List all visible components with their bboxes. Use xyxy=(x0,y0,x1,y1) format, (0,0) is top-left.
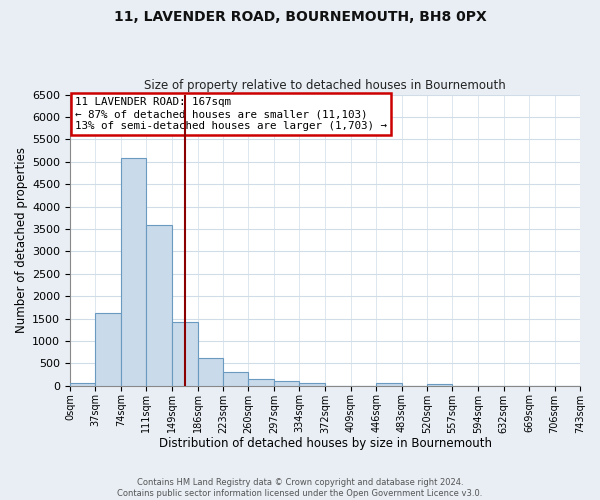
Bar xyxy=(70,384,95,386)
Bar xyxy=(95,313,121,386)
Bar xyxy=(172,322,197,386)
Text: 11 LAVENDER ROAD: 167sqm
← 87% of detached houses are smaller (11,103)
13% of se: 11 LAVENDER ROAD: 167sqm ← 87% of detach… xyxy=(75,98,387,130)
Bar xyxy=(248,379,274,386)
Bar xyxy=(376,384,401,386)
Bar xyxy=(427,384,452,386)
Bar xyxy=(274,381,299,386)
Bar xyxy=(146,226,172,386)
Bar xyxy=(197,358,223,386)
Text: Contains HM Land Registry data © Crown copyright and database right 2024.
Contai: Contains HM Land Registry data © Crown c… xyxy=(118,478,482,498)
Bar xyxy=(121,158,146,386)
Bar xyxy=(299,383,325,386)
X-axis label: Distribution of detached houses by size in Bournemouth: Distribution of detached houses by size … xyxy=(158,437,491,450)
Bar xyxy=(223,372,248,386)
Y-axis label: Number of detached properties: Number of detached properties xyxy=(15,147,28,333)
Text: 11, LAVENDER ROAD, BOURNEMOUTH, BH8 0PX: 11, LAVENDER ROAD, BOURNEMOUTH, BH8 0PX xyxy=(113,10,487,24)
Title: Size of property relative to detached houses in Bournemouth: Size of property relative to detached ho… xyxy=(144,79,506,92)
